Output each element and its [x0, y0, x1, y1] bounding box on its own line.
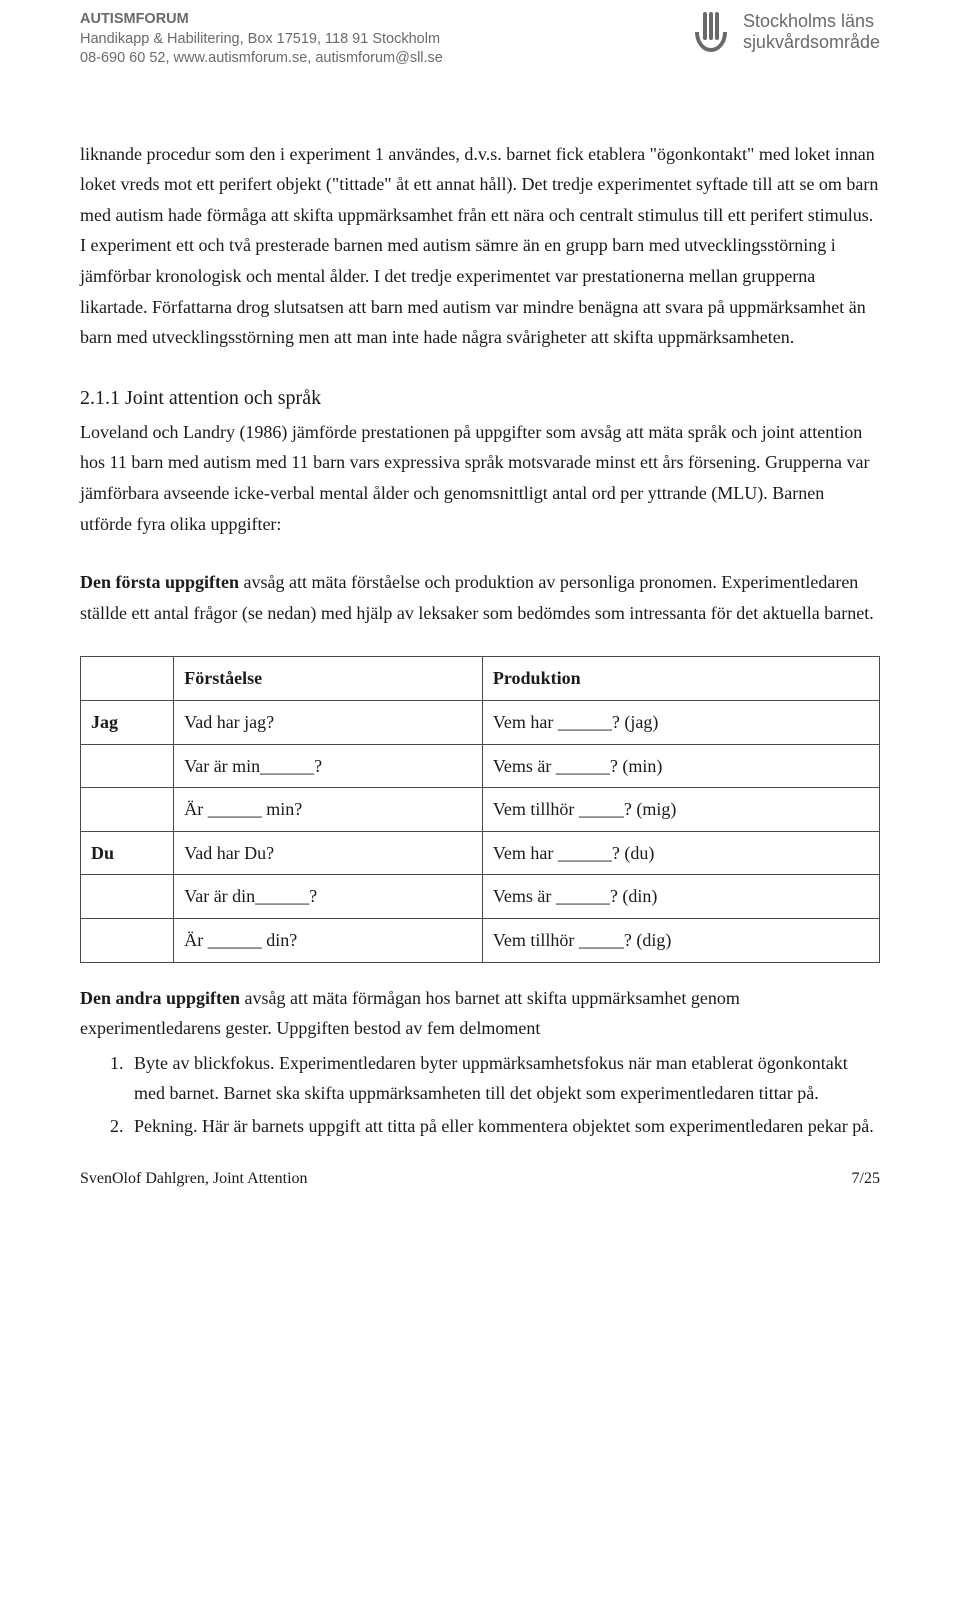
table-cell: Vem tillhör _____? (dig) — [482, 918, 879, 962]
paragraph-2: Loveland och Landry (1986) jämförde pres… — [80, 417, 880, 539]
document-footer: SvenOlof Dahlgren, Joint Attention 7/25 — [80, 1170, 880, 1188]
table-cell: Vem har ______? (du) — [482, 831, 879, 875]
table-header-blank — [81, 657, 174, 701]
para3-lead: Den första uppgiften — [80, 572, 239, 592]
table-header-produktion: Produktion — [482, 657, 879, 701]
table-cell: Vems är ______? (din) — [482, 875, 879, 919]
list-item: Byte av blickfokus. Experimentledaren by… — [128, 1048, 880, 1109]
section-heading: 2.1.1 Joint attention och språk — [80, 381, 880, 415]
para4-lead: Den andra uppgiften — [80, 988, 240, 1008]
table-cell: Är ______ min? — [174, 788, 483, 832]
list-item: Pekning. Här är barnets uppgift att titt… — [128, 1111, 880, 1142]
document-body: liknande procedur som den i experiment 1… — [80, 139, 880, 1142]
table-cell: Är ______ din? — [174, 918, 483, 962]
table-row: Var är din______? Vems är ______? (din) — [81, 875, 880, 919]
task-list: Byte av blickfokus. Experimentledaren by… — [80, 1048, 880, 1142]
table-cell — [81, 744, 174, 788]
table-cell — [81, 875, 174, 919]
table-row: Du Vad har Du? Vem har ______? (du) — [81, 831, 880, 875]
document-header: AUTISMFORUM Handikapp & Habilitering, Bo… — [80, 10, 880, 69]
table-cell: Vems är ______? (min) — [482, 744, 879, 788]
header-org-left: AUTISMFORUM Handikapp & Habilitering, Bo… — [80, 10, 443, 69]
table-cell — [81, 788, 174, 832]
table-header-forstaelse: Förståelse — [174, 657, 483, 701]
header-contact: 08-690 60 52, www.autismforum.se, autism… — [80, 49, 443, 69]
table-row: Är ______ din? Vem tillhör _____? (dig) — [81, 918, 880, 962]
header-address: Handikapp & Habilitering, Box 17519, 118… — [80, 30, 443, 50]
table-row: Var är min______? Vems är ______? (min) — [81, 744, 880, 788]
org-line-2: sjukvårdsområde — [743, 32, 880, 53]
header-org-right: Stockholms läns sjukvårdsområde — [689, 10, 880, 54]
footer-author: SvenOlof Dahlgren, Joint Attention — [80, 1170, 308, 1188]
table-cell — [81, 918, 174, 962]
org-line-1: Stockholms läns — [743, 11, 880, 32]
table-cell: Du — [81, 831, 174, 875]
paragraph-4: Den andra uppgiften avsåg att mäta förmå… — [80, 983, 880, 1044]
pronoun-table: Förståelse Produktion Jag Vad har jag? V… — [80, 656, 880, 962]
header-title: AUTISMFORUM — [80, 10, 443, 30]
table-row: Är ______ min? Vem tillhör _____? (mig) — [81, 788, 880, 832]
table-cell: Vad har jag? — [174, 701, 483, 745]
table-cell: Jag — [81, 701, 174, 745]
table-header-row: Förståelse Produktion — [81, 657, 880, 701]
paragraph-3: Den första uppgiften avsåg att mäta förs… — [80, 567, 880, 628]
header-org-name: Stockholms läns sjukvårdsområde — [743, 11, 880, 52]
table-cell: Vem tillhör _____? (mig) — [482, 788, 879, 832]
footer-page-number: 7/25 — [852, 1170, 880, 1188]
table-cell: Vem har ______? (jag) — [482, 701, 879, 745]
table-row: Jag Vad har jag? Vem har ______? (jag) — [81, 701, 880, 745]
stockholm-logo-icon — [689, 10, 733, 54]
table-cell: Var är min______? — [174, 744, 483, 788]
table-cell: Vad har Du? — [174, 831, 483, 875]
paragraph-1: liknande procedur som den i experiment 1… — [80, 139, 880, 353]
table-cell: Var är din______? — [174, 875, 483, 919]
